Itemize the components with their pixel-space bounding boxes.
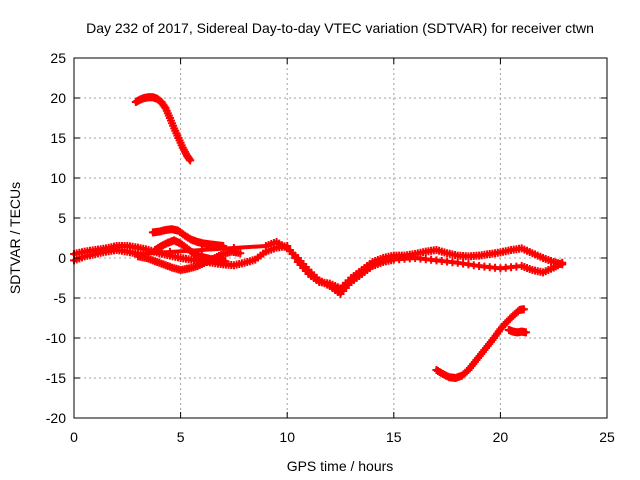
- x-tick-label: 5: [177, 429, 185, 445]
- tick-layer: 0 5 10 15 20 25 -20 -15 -10 -5 0 5 10 15 20 25: [46, 50, 615, 445]
- series-track-low-arc: [432, 305, 528, 382]
- series-track-low-tail: [504, 326, 530, 337]
- data-point: [236, 249, 245, 258]
- plot-frame: [73, 57, 608, 419]
- y-axis-label: SDTVAR / TECUs: [7, 182, 23, 294]
- x-tick-label: 15: [386, 429, 402, 445]
- data-point: [197, 246, 206, 254]
- x-tick-label: 0: [70, 429, 78, 445]
- data-point: [521, 328, 530, 337]
- y-tick-label: -20: [46, 410, 66, 426]
- y-tick-label: 10: [50, 170, 66, 186]
- chart-title: Day 232 of 2017, Sidereal Day-to-day VTE…: [86, 20, 594, 36]
- series-track-main-b: [70, 238, 567, 298]
- data-point: [133, 250, 142, 258]
- data-layer: [70, 93, 567, 382]
- grid-layer: [74, 58, 607, 418]
- data-point: [186, 156, 195, 165]
- y-tick-label: 25: [50, 50, 66, 66]
- y-tick-label: -5: [54, 290, 67, 306]
- data-point: [558, 258, 567, 267]
- x-tick-label: 10: [279, 429, 295, 445]
- data-point: [519, 305, 528, 314]
- y-tick-label: 0: [58, 250, 66, 266]
- x-tick-label: 25: [599, 429, 615, 445]
- data-point: [229, 244, 238, 252]
- y-tick-label: -10: [46, 330, 66, 346]
- y-tick-label: 15: [50, 130, 66, 146]
- y-tick-label: 5: [58, 210, 66, 226]
- y-tick-label: 20: [50, 90, 66, 106]
- data-point: [165, 248, 174, 256]
- x-tick-label: 20: [493, 429, 509, 445]
- y-tick-label: -15: [46, 370, 66, 386]
- x-axis-label: GPS time / hours: [287, 458, 394, 474]
- series-track-high-arc: [131, 93, 195, 165]
